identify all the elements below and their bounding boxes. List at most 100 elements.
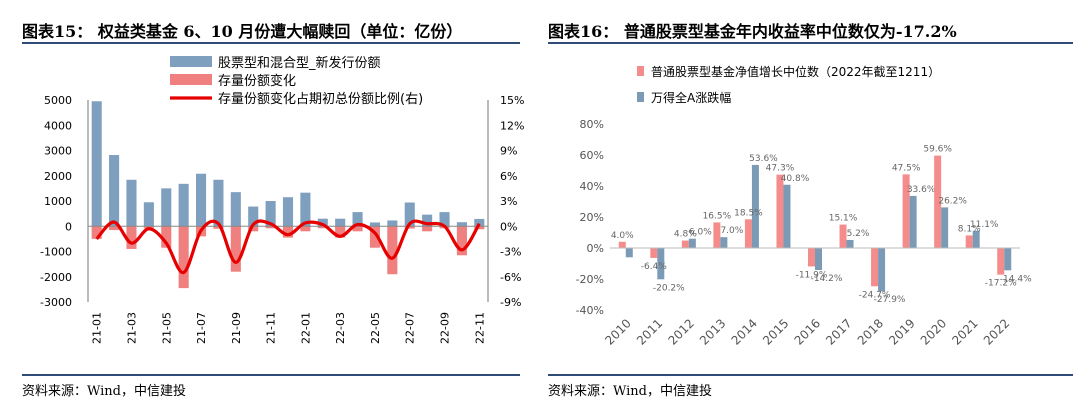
right-data-label-fund: 47.5% — [892, 163, 921, 173]
bar-new-issuance — [369, 222, 380, 227]
bar-stock-change — [109, 226, 120, 231]
left-y-tick-label: 4000 — [44, 119, 72, 132]
bar-new-issuance — [126, 179, 137, 227]
left-figure-title: 图表15： 权益类基金 6、10 月份遭大幅赎回（单位：亿份） — [22, 22, 463, 41]
right-data-label-fund: 47.3% — [766, 164, 795, 174]
right-y-tick-label: -20% — [576, 273, 604, 286]
right-x-tick-label: 2017 — [823, 316, 854, 347]
left-y2-tick-label: 12% — [500, 119, 524, 132]
bar-stock-change — [335, 226, 346, 238]
left-y2-tick-label: 6% — [500, 170, 517, 183]
bar-wind-a-index — [688, 238, 696, 248]
right-data-label-fund: -11.9% — [796, 270, 828, 280]
bar-new-issuance — [213, 179, 224, 227]
left-x-tick-label: 21-11 — [265, 312, 278, 344]
right-data-label-index: 7.0% — [720, 226, 743, 236]
bar-new-issuance — [109, 155, 120, 227]
bar-stock-change — [178, 226, 189, 289]
right-x-tick-label: 2013 — [697, 316, 728, 347]
bar-new-issuance — [265, 201, 276, 227]
left-x-tick-label: 22-01 — [299, 312, 312, 344]
bar-stock-change — [91, 226, 102, 239]
left-y-tick-label: 1000 — [44, 195, 72, 208]
bar-fund-median — [997, 248, 1005, 275]
right-data-label-index: -20.2% — [653, 283, 685, 293]
bar-wind-a-index — [720, 237, 728, 248]
left-y2-tick-label: 15% — [500, 94, 524, 107]
right-y-tick-label: -40% — [576, 304, 604, 317]
bar-new-issuance — [196, 173, 207, 227]
bar-fund-median — [776, 174, 784, 248]
bar-stock-change — [352, 226, 363, 232]
right-data-label-index: 53.6% — [749, 154, 778, 164]
right-x-tick-label: 2010 — [602, 316, 633, 347]
right-y-tick-label: 40% — [580, 180, 604, 193]
bar-wind-a-index — [783, 184, 791, 248]
bar-new-issuance — [143, 202, 154, 227]
left-y2-tick-label: 9% — [500, 145, 517, 158]
bar-fund-median — [871, 248, 879, 287]
bar-new-issuance — [248, 206, 259, 227]
left-x-tick-label: 21-03 — [125, 312, 138, 344]
bar-new-issuance — [387, 220, 398, 227]
left-figure-panel: 图表15： 权益类基金 6、10 月份遭大幅赎回（单位：亿份） 5000 4000… — [0, 0, 530, 412]
bar-stock-change — [161, 226, 172, 248]
right-data-label-index: -14.2% — [811, 274, 843, 284]
right-data-label-index: 6.0% — [689, 228, 712, 238]
bar-fund-median — [650, 248, 658, 258]
bar-fund-median — [808, 248, 815, 267]
bar-new-issuance — [317, 218, 328, 227]
right-x-tick-label: 2016 — [792, 316, 823, 347]
bar-stock-change — [248, 226, 259, 232]
bar-new-issuance — [230, 192, 241, 227]
left-legend-bar-swatch — [170, 56, 212, 67]
right-data-label-index: 40.8% — [781, 174, 810, 184]
left-y-tick-label: -1000 — [40, 246, 72, 259]
right-legend-swatch — [637, 92, 644, 102]
bar-stock-change — [474, 226, 485, 230]
bar-new-issuance — [352, 212, 363, 227]
left-chart: 5000 4000 3000 2000 1000 0 -1000 -2000 -3000 15% 1… — [40, 55, 524, 344]
bar-wind-a-index — [815, 248, 822, 271]
right-y-tick-label: 20% — [580, 211, 604, 224]
bar-wind-a-index — [941, 207, 949, 248]
left-x-tick-label: 21-05 — [160, 312, 173, 344]
bar-fund-median — [713, 222, 721, 248]
right-x-tick-label: 2014 — [729, 316, 760, 347]
right-x-tick-label: 2018 — [855, 316, 886, 347]
bar-new-issuance — [161, 188, 172, 227]
bar-fund-median — [934, 155, 942, 248]
left-source-note: 资料来源：Wind，中信建投 — [22, 384, 186, 399]
right-x-tick-label: 2020 — [918, 316, 949, 347]
left-x-tick-label: 21-09 — [230, 312, 243, 344]
left-y2-tick-label: 0% — [500, 220, 517, 233]
left-y2-tick-label: -6% — [500, 271, 521, 284]
right-legend-swatch — [637, 66, 644, 76]
line-stock-change-ratio — [95, 219, 481, 275]
bar-wind-a-index — [846, 239, 854, 248]
right-x-tick-label: 2011 — [634, 316, 665, 347]
right-data-label-fund: 8.1% — [958, 224, 981, 234]
right-data-label-fund: 59.6% — [923, 145, 952, 155]
right-data-label-fund: 4.0% — [611, 231, 634, 241]
left-legend-bar-swatch — [170, 74, 212, 85]
left-legend-label: 存量份额变化 — [218, 73, 296, 89]
bar-stock-change — [387, 226, 398, 275]
right-chart: 80% 60% 40% 20% 0% -20% -40% 4.0% 2010 -6.4% -20.2… — [576, 64, 1033, 348]
bar-wind-a-index — [657, 248, 665, 280]
right-y-tick-label: 60% — [580, 149, 604, 162]
right-data-label-fund: 16.5% — [703, 211, 732, 221]
bar-fund-median — [839, 224, 847, 248]
right-source-note: 资料来源：Wind，中信建投 — [548, 384, 712, 399]
right-data-label-index: -27.9% — [874, 295, 906, 305]
right-data-label-index: -14.4% — [1000, 274, 1032, 284]
bar-fund-median — [902, 174, 910, 248]
bar-fund-median — [965, 235, 973, 248]
left-y2-tick-label: -9% — [500, 296, 521, 309]
right-y-tick-label: 80% — [580, 118, 604, 131]
bar-wind-a-index — [972, 230, 980, 248]
bar-new-issuance — [282, 197, 294, 227]
left-x-tick-label: 22-07 — [404, 312, 417, 344]
right-x-tick-label: 2021 — [949, 316, 980, 347]
left-x-tick-label: 22-03 — [334, 312, 347, 344]
